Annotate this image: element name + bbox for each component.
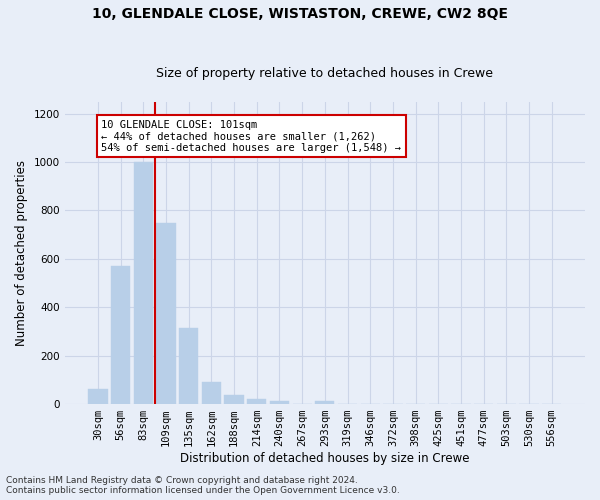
Y-axis label: Number of detached properties: Number of detached properties [15, 160, 28, 346]
Bar [157, 222, 176, 404]
Bar [247, 399, 266, 404]
Text: Contains HM Land Registry data © Crown copyright and database right 2024.
Contai: Contains HM Land Registry data © Crown c… [6, 476, 400, 495]
Bar [270, 401, 289, 404]
Bar [111, 266, 130, 404]
Text: 10 GLENDALE CLOSE: 101sqm
← 44% of detached houses are smaller (1,262)
54% of se: 10 GLENDALE CLOSE: 101sqm ← 44% of detac… [101, 120, 401, 153]
Title: Size of property relative to detached houses in Crewe: Size of property relative to detached ho… [157, 66, 493, 80]
Bar [202, 382, 221, 404]
X-axis label: Distribution of detached houses by size in Crewe: Distribution of detached houses by size … [180, 452, 470, 465]
Bar [224, 395, 244, 404]
Text: 10, GLENDALE CLOSE, WISTASTON, CREWE, CW2 8QE: 10, GLENDALE CLOSE, WISTASTON, CREWE, CW… [92, 8, 508, 22]
Bar [134, 162, 153, 404]
Bar [88, 389, 107, 404]
Bar [315, 401, 334, 404]
Bar [179, 328, 199, 404]
